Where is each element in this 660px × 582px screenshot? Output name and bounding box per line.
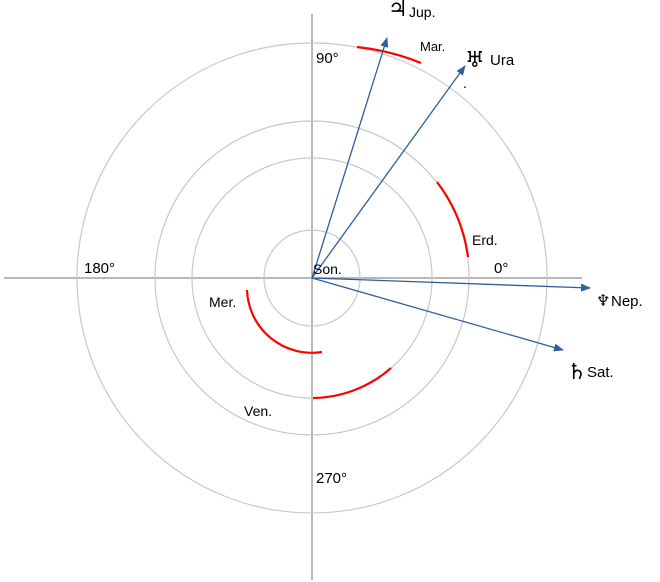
uranus-label: Ura <box>490 52 515 69</box>
jupiter-direction-arrow <box>311 37 389 279</box>
saturn-direction-arrow <box>311 277 564 352</box>
uranus-symbol: ♅ <box>465 48 485 73</box>
angle-label-270: 270° <box>316 470 347 487</box>
angle-label-180: 180° <box>84 260 115 277</box>
mars-label: Mar. <box>420 39 445 54</box>
mars-orbit-arc <box>356 45 422 65</box>
angle-label-90: 90° <box>316 50 339 67</box>
venus-label: Ven. <box>244 403 272 419</box>
neptune-symbol: ♆ <box>596 291 610 310</box>
mercury-orbit-arc <box>245 289 323 354</box>
jupiter-label: Jup. <box>409 4 435 20</box>
uranus-direction-arrow <box>311 65 466 279</box>
neptune-direction-arrow <box>311 277 591 292</box>
saturn-label: Sat. <box>587 364 614 381</box>
venus-orbit-arc <box>312 367 392 400</box>
earth-orbit-arc <box>436 181 470 258</box>
mercury-label: Mer. <box>209 294 236 310</box>
orbit-circle-2 <box>191 157 433 399</box>
sun-label: Son. <box>313 261 342 277</box>
orbit-circle-4 <box>76 42 548 514</box>
neptune-label: Nep. <box>611 293 643 310</box>
stray-mark: . <box>463 75 467 91</box>
orbit-circle-1 <box>263 229 361 327</box>
orbit-circle-3 <box>154 120 470 436</box>
saturn-symbol: ♄ <box>567 360 587 385</box>
angle-label-0: 0° <box>494 260 508 277</box>
earth-label: Erd. <box>472 232 498 248</box>
jupiter-symbol: ♃ <box>388 0 408 22</box>
